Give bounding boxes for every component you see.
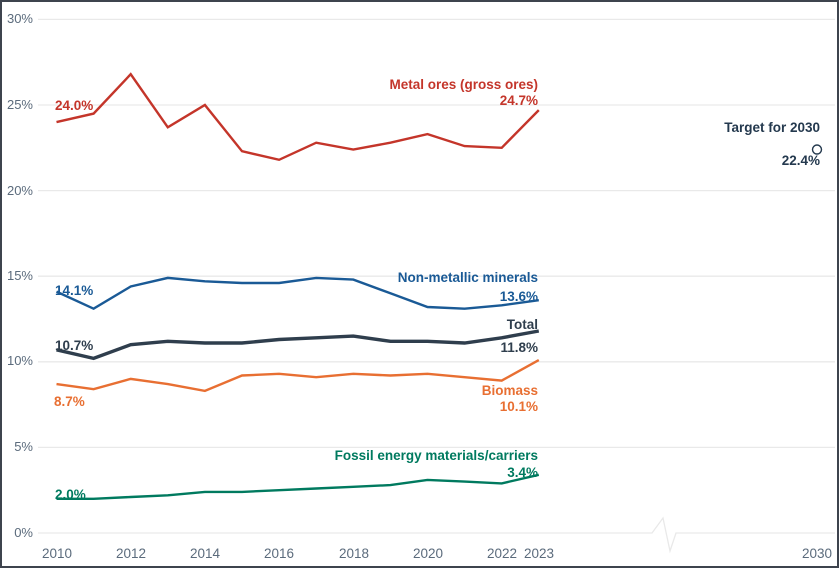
x-axis-tick-label: 2016 <box>263 546 295 561</box>
x-axis-tick-label: 2022 <box>486 546 518 561</box>
y-axis-tick-label: 15% <box>6 268 33 283</box>
x-axis-tick-label: 2014 <box>189 546 221 561</box>
series-label-non-metallic: Non-metallic minerals <box>397 270 538 285</box>
x-axis-baseline-with-break <box>38 516 835 554</box>
y-axis-tick-label: 5% <box>14 439 33 454</box>
x-axis-tick-label: 2010 <box>41 546 73 561</box>
series-start-value-total: 10.7% <box>55 338 94 353</box>
x-axis-tick-label: 2030 <box>801 546 833 561</box>
y-axis-tick-label: 25% <box>6 97 33 112</box>
series-end-value-biomass: 10.1% <box>499 399 538 414</box>
series-start-value-metal-ores: 24.0% <box>55 98 94 113</box>
y-axis-tick-label: 20% <box>6 183 33 198</box>
x-axis-tick-label: 2012 <box>115 546 147 561</box>
series-end-value-metal-ores: 24.7% <box>499 93 538 108</box>
series-label-biomass: Biomass <box>481 383 538 398</box>
series-label-metal-ores: Metal ores (gross ores) <box>389 77 538 92</box>
series-start-value-biomass: 8.7% <box>54 394 85 409</box>
y-axis-tick-label: 0% <box>14 525 33 540</box>
series-label-total: Total <box>506 317 538 332</box>
x-axis-tick-label: 2020 <box>412 546 444 561</box>
line-biomass <box>56 359 540 393</box>
series-end-value-total: 11.8% <box>500 340 538 355</box>
series-end-value-non-metallic: 13.6% <box>499 289 538 304</box>
series-start-value-non-metallic: 14.1% <box>55 283 94 298</box>
x-axis-tick-label: 2018 <box>338 546 370 561</box>
line-fossil-energy-materials-carriers <box>56 473 540 500</box>
target-label: Target for 2030 <box>724 120 820 135</box>
x-axis-tick-label: 2023 <box>523 546 555 561</box>
line-total <box>56 329 540 361</box>
y-axis-tick-label: 10% <box>6 353 33 368</box>
line-metal-ores-gross-ores- <box>56 72 540 162</box>
series-start-value-fossil: 2.0% <box>55 487 86 502</box>
target-value: 22.4% <box>781 153 820 168</box>
y-axis-tick-label: 30% <box>6 11 33 26</box>
target-marker-icon <box>811 144 823 155</box>
series-label-fossil: Fossil energy materials/carriers <box>334 448 538 463</box>
line-non-metallic-minerals <box>55 276 539 311</box>
series-end-value-fossil: 3.4% <box>507 465 538 480</box>
